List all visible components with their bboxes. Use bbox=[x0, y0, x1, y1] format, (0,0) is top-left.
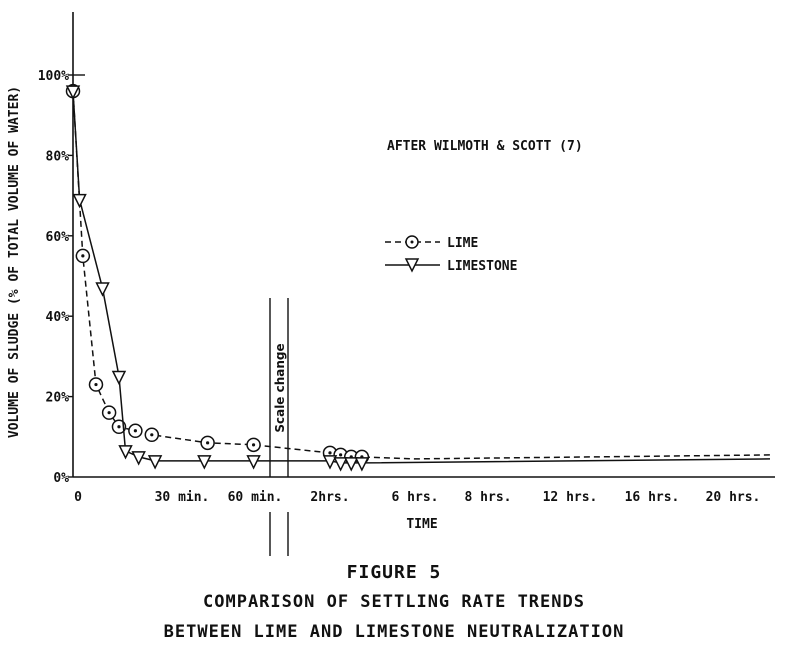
y-tick-label: 60% bbox=[46, 230, 70, 245]
y-tick-label: 20% bbox=[46, 391, 70, 406]
data-point-limestone bbox=[333, 457, 348, 472]
scale-change-label: Scale change bbox=[273, 343, 287, 432]
x-tick-label: 2hrs. bbox=[310, 490, 349, 505]
y-tick-label: 40% bbox=[46, 310, 70, 325]
data-point-lime-dot bbox=[328, 451, 332, 455]
series-limestone bbox=[65, 85, 771, 472]
data-point-lime-dot bbox=[251, 443, 256, 447]
y-tick-labels: 0% 20% 40% 60% 80% 100% bbox=[38, 69, 73, 486]
x-tick-label: 16 hrs. bbox=[625, 490, 680, 505]
y-tick-label: 80% bbox=[46, 149, 70, 164]
data-point-lime-dot bbox=[94, 382, 98, 387]
data-point-limestone bbox=[246, 455, 261, 470]
data-point-limestone bbox=[197, 455, 212, 470]
data-point-lime-dot bbox=[133, 429, 137, 433]
data-point-limestone bbox=[72, 193, 87, 209]
source-annotation: AFTER WILMOTH & SCOTT (7) bbox=[387, 139, 583, 154]
data-point-limestone bbox=[131, 451, 146, 466]
scale-change-marker: Scale change bbox=[269, 298, 289, 556]
x-tick-label: 12 hrs. bbox=[543, 490, 598, 505]
chart-axes bbox=[72, 12, 775, 478]
data-point-lime-dot bbox=[81, 254, 85, 258]
y-tick-label: 100% bbox=[38, 69, 69, 84]
data-point-lime-dot bbox=[339, 453, 343, 457]
figure-title-line-2: BETWEEN LIME AND LIMESTONE NEUTRALIZATIO… bbox=[163, 622, 625, 642]
data-point-limestone bbox=[118, 445, 133, 460]
x-axis-label: TIME bbox=[406, 517, 437, 532]
x-tick-label: 8 hrs. bbox=[465, 490, 512, 505]
data-point-limestone bbox=[322, 455, 338, 470]
data-point-limestone bbox=[111, 370, 127, 386]
x-tick-label: 20 hrs. bbox=[706, 490, 761, 505]
x-tick-label: 60 min. bbox=[228, 490, 283, 505]
data-point-limestone bbox=[95, 282, 110, 297]
settling-rate-chart: 0% 20% 40% 60% 80% 100% 0 30 min. 60 min. 2hrs. 6… bbox=[7, 12, 775, 556]
y-axis-label: VOLUME OF SLUDGE (% OF TOTAL VOLUME OF W… bbox=[7, 86, 22, 438]
data-point-lime-dot bbox=[107, 411, 111, 415]
legend-marker-lime-dot bbox=[410, 240, 414, 244]
x-tick-label: 30 min. bbox=[155, 490, 210, 505]
x-tick-label: 6 hrs. bbox=[392, 490, 439, 505]
data-point-lime-dot bbox=[117, 425, 121, 429]
x-tick-labels: 0 30 min. 60 min. 2hrs. 6 hrs. 8 hrs. 12 hrs. 1… bbox=[74, 490, 760, 505]
legend: LIME LIMESTONE bbox=[385, 235, 517, 274]
data-point-limestone bbox=[65, 85, 81, 100]
data-point-limestone bbox=[147, 455, 163, 470]
figure-number: FIGURE 5 bbox=[346, 562, 442, 583]
figure-title-line-1: COMPARISON OF SETTLING RATE TRENDS bbox=[203, 592, 585, 612]
legend-marker-limestone bbox=[404, 258, 420, 273]
data-point-lime-dot bbox=[206, 441, 210, 445]
data-point-limestone bbox=[354, 457, 370, 472]
legend-label-limestone: LIMESTONE bbox=[447, 259, 517, 274]
legend-label-lime: LIME bbox=[447, 236, 478, 251]
data-point-limestone bbox=[344, 457, 359, 472]
series-layer bbox=[65, 83, 771, 472]
y-tick-label: 0% bbox=[53, 471, 69, 486]
data-point-lime-dot bbox=[150, 433, 154, 437]
x-tick-label: 0 bbox=[74, 490, 82, 505]
series-lime bbox=[65, 83, 771, 465]
